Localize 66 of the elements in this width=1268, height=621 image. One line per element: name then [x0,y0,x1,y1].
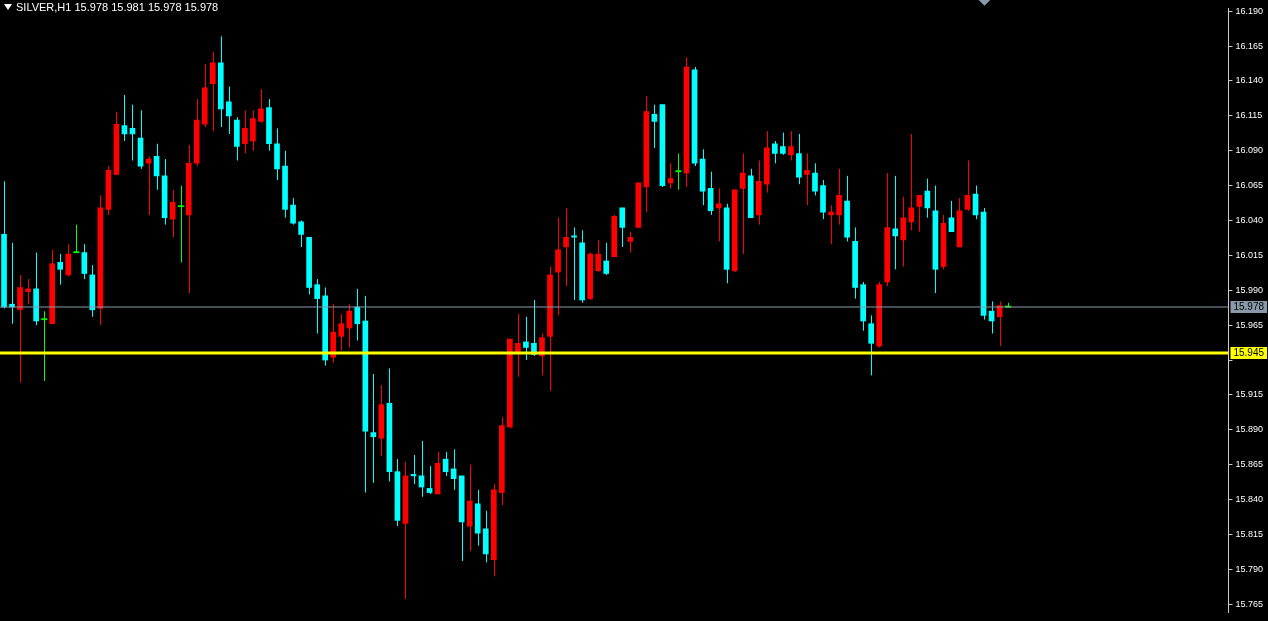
y-tick-label: 16.115 [1235,110,1263,121]
candlestick [57,253,64,286]
candlestick [25,278,31,305]
y-tick-label: 15.865 [1235,459,1263,470]
y-tick-label: 16.165 [1235,40,1263,51]
candlestick [523,316,529,361]
candlestick [788,130,794,161]
y-tick-label: 15.790 [1235,563,1263,574]
candlestick [370,373,377,484]
candlestick [916,194,923,233]
candlestick [603,242,610,276]
candlestick [250,109,256,152]
candlestick [17,274,23,383]
candlestick [948,200,955,233]
candlestick [780,132,786,156]
candlestick [900,196,907,268]
candlestick [515,313,521,378]
y-tick-label: 16.090 [1235,145,1263,156]
y-tick-label: 15.990 [1235,284,1263,295]
y-tick-label: 16.190 [1235,5,1263,16]
candlestick [651,104,658,149]
candlestick [290,197,296,226]
y-tick-label: 16.065 [1235,180,1263,191]
y-tick-label: 16.015 [1235,249,1263,260]
candlestick [298,220,304,248]
candlestick [892,175,899,270]
candlestick [65,243,72,277]
candlestick [354,288,361,341]
candlestick [226,86,232,135]
candlestick [426,465,433,495]
candlestick [346,303,353,348]
candlestick [771,140,778,164]
chart-title: SILVER,H1 15.978 15.981 15.978 15.978 [16,1,219,13]
y-tick-label: 16.140 [1235,75,1263,86]
candlestick [812,162,818,196]
candlestick [619,207,626,248]
y-tick-label: 15.915 [1235,389,1263,400]
candlestick [908,133,915,231]
candlestick [667,162,674,189]
y-tick-label: 15.840 [1235,494,1263,505]
candlestick [571,226,577,301]
candlestick [739,153,746,255]
candlestick [242,109,248,155]
candlestick [828,204,834,245]
candlestick [258,88,264,124]
y-tick-label: 16.040 [1235,214,1263,225]
y-tick-label: 15.765 [1235,598,1263,609]
candlestick [964,160,971,212]
ref-line-label: 15.945 [1233,346,1265,358]
candlestick [338,313,345,351]
candlestick [563,207,569,287]
y-tick-label: 15.965 [1235,319,1263,330]
candlestick [81,243,88,280]
y-tick-label: 15.890 [1235,424,1263,435]
candlestick [209,51,216,132]
ref-line-label: 15.978 [1233,300,1265,312]
candlestick [145,155,152,216]
candlestick [804,153,810,206]
candlestick [836,168,842,226]
candlestick [314,278,320,335]
candlestick [627,231,634,254]
candlestick [868,314,874,376]
candlestick [555,217,561,316]
y-tick-label: 15.815 [1235,528,1263,539]
candlestick [715,187,722,242]
candlestick [595,239,602,273]
